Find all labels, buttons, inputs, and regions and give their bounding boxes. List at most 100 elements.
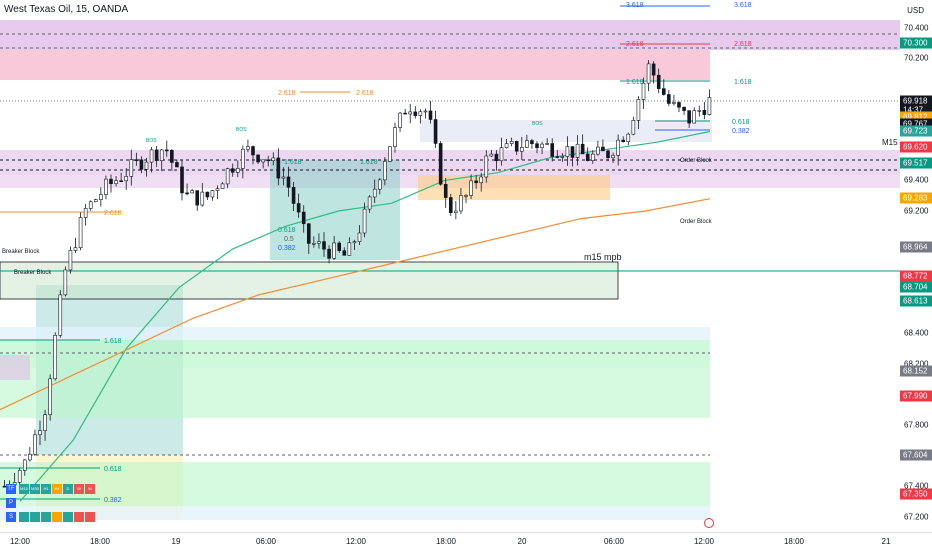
price-tag: 14:37 <box>900 104 932 116</box>
candle-body <box>575 143 580 158</box>
candle-body <box>256 154 260 163</box>
time-tick-label: 12:00 <box>9 537 31 546</box>
candle-body <box>306 223 311 244</box>
candle-body <box>17 470 22 483</box>
candle-body <box>413 111 418 116</box>
bias-cell <box>19 512 29 522</box>
candle-body <box>154 149 159 161</box>
time-tick-label: 18:00 <box>89 537 111 546</box>
candle-body <box>362 208 367 234</box>
candle-body <box>661 88 666 95</box>
bias-cell: M30 <box>30 484 40 494</box>
bos-label: BOS <box>532 121 543 127</box>
candle-body <box>540 143 544 148</box>
candle-body <box>631 120 636 135</box>
candle-body <box>646 63 651 84</box>
candle-body <box>672 102 676 104</box>
candle-body <box>550 143 555 157</box>
order-block <box>420 120 712 142</box>
time-tick-label: 12:00 <box>345 537 367 546</box>
candle-body <box>109 178 113 185</box>
candle-body <box>367 196 372 210</box>
candle-body <box>271 157 276 162</box>
candle-body <box>129 159 134 177</box>
candle-body <box>119 180 123 182</box>
time-tick-label: 06:00 <box>603 537 625 546</box>
candle-body <box>707 97 712 115</box>
candle-body <box>611 155 615 159</box>
candle-body <box>530 140 534 145</box>
candle-body <box>124 176 129 182</box>
candle-body <box>164 149 169 152</box>
candle-body <box>494 153 499 162</box>
candle-body <box>585 153 590 161</box>
fvg-zone <box>0 355 30 380</box>
bias-row-label: TF <box>6 484 16 494</box>
candle-body <box>134 159 139 161</box>
candle-body <box>225 168 230 185</box>
candle-body <box>438 143 443 185</box>
candle-body <box>144 161 149 170</box>
candle-body <box>33 434 37 455</box>
time-tick-label: 19 <box>171 537 181 546</box>
candle-body <box>83 208 88 218</box>
candle-body <box>388 146 392 162</box>
fib-label: 1.618 <box>360 159 378 166</box>
candle-body <box>342 250 347 256</box>
fib-label: 3.618 <box>734 2 752 9</box>
tradingview-logo-icon[interactable] <box>704 518 714 528</box>
fib-label: 1.618 <box>284 159 302 166</box>
candle-body <box>159 149 164 161</box>
candle-body <box>525 140 529 148</box>
candle-body <box>337 242 342 251</box>
price-axis[interactable]: USD 70.400 70.200 69.400 69.200 68.400 68.200… <box>900 0 932 532</box>
candle-body <box>104 178 108 195</box>
bias-cell: H1 <box>41 484 51 494</box>
candle-body <box>484 155 489 178</box>
price-tag: 69.620 <box>900 141 932 153</box>
candle-body <box>296 203 301 213</box>
mpb-label: m15 mpb <box>584 252 622 262</box>
bos-label: BOS <box>236 127 247 133</box>
candle-body <box>479 176 484 184</box>
candle-body <box>545 143 549 145</box>
price-tag: 68.772 <box>900 270 932 282</box>
candle-body <box>48 378 52 415</box>
mpb-box <box>0 261 619 300</box>
time-tick-label: 20 <box>517 537 527 546</box>
candle-body <box>641 82 646 100</box>
candle-body <box>621 139 626 143</box>
bias-cell <box>85 512 95 522</box>
chart-canvas[interactable]: 3.618 3.618 2.618 2.618 1.618 1.618 2.618 2.618… <box>0 0 900 532</box>
candle-body <box>220 183 225 190</box>
chart-area[interactable]: 3.618 3.618 2.618 2.618 1.618 1.618 2.618 2.618… <box>0 0 900 532</box>
time-tick-label: 12:00 <box>693 537 715 546</box>
time-axis[interactable]: 12:00 18:00 19 06:00 12:00 18:00 20 06:00 12:00 1… <box>0 532 932 551</box>
candle-body <box>677 102 681 108</box>
candle-body <box>53 334 58 380</box>
bias-row-p: P <box>6 498 96 508</box>
candle-body <box>403 112 407 115</box>
mpb-zone <box>0 262 618 299</box>
price-tag: 69.517 <box>900 157 932 168</box>
candle-body <box>565 146 570 157</box>
candle-body <box>601 146 605 152</box>
candle-body <box>372 188 377 198</box>
candle-body <box>180 166 184 194</box>
time-tick-label: 18:00 <box>783 537 805 546</box>
candle-body <box>347 242 352 256</box>
candle-body <box>459 195 463 212</box>
candle-body <box>682 106 686 111</box>
candle-body <box>332 242 336 259</box>
candle-body <box>448 197 453 213</box>
price-tag: 68.964 <box>900 241 932 253</box>
bos-label: BOS <box>146 138 157 144</box>
supply-zone <box>0 50 710 80</box>
candle-body <box>596 146 600 155</box>
candle-body <box>514 141 519 152</box>
candle-body <box>580 143 585 155</box>
price-tick-label: 68.400 <box>904 328 929 338</box>
candle-body <box>687 110 691 124</box>
moving-average-line <box>0 198 711 411</box>
fib-label: 0.382 <box>104 497 122 504</box>
